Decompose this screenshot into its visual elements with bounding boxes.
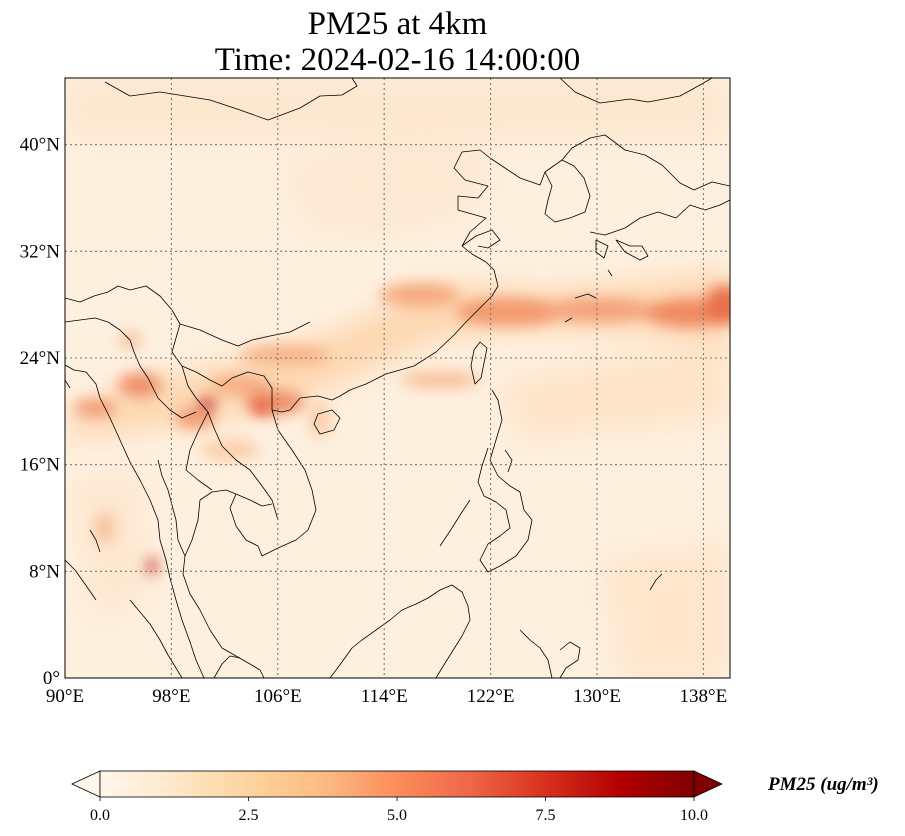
y-tick-label: 24°N (20, 348, 61, 369)
x-tick-label: 138°E (680, 686, 728, 707)
map-frame (64, 77, 731, 679)
y-tick-label: 8°N (29, 561, 60, 582)
map-gridlines (65, 78, 730, 678)
x-tick-label: 114°E (361, 686, 408, 707)
colorbar-tick-label: 2.5 (239, 807, 259, 824)
x-tick-label: 130°E (573, 686, 621, 707)
colorbar-extend-min (71, 770, 101, 798)
x-tick-label: 98°E (152, 686, 190, 707)
colorbar-tick-label: 7.5 (536, 807, 556, 824)
colorbar-label: PM25 (ug/m³) (768, 774, 879, 796)
map-subtitle-time: Time: 2024-02-16 14:00:00 (214, 42, 581, 78)
y-tick-label: 0° (43, 668, 60, 689)
colorbar-extend-max (693, 770, 723, 798)
x-tick-label: 106°E (254, 686, 302, 707)
x-tick-label: 90°E (46, 686, 84, 707)
colorbar-tick-label: 0.0 (90, 807, 110, 824)
y-tick-label: 16°N (20, 455, 61, 476)
colorbar: 0.0 2.5 5.0 7.5 10.0 (71, 770, 723, 824)
x-tick-labels: 90°E 98°E 106°E 114°E 122°E 130°E 138°E (46, 686, 727, 707)
map-title: PM25 at 4km (307, 6, 488, 42)
y-tick-label: 40°N (20, 135, 61, 156)
y-tick-label: 32°N (20, 241, 61, 262)
colorbar-tick-label: 5.0 (387, 807, 407, 824)
pm25-field (65, 78, 730, 678)
x-tick-label: 122°E (467, 686, 515, 707)
colorbar-gradient (99, 770, 695, 798)
coastlines (65, 78, 730, 678)
y-tick-labels: 0° 8°N 16°N 24°N 32°N 40°N (20, 135, 61, 689)
colorbar-tick-label: 10.0 (680, 807, 708, 824)
colorbar-label-text: PM25 (ug/m³) (768, 774, 879, 795)
